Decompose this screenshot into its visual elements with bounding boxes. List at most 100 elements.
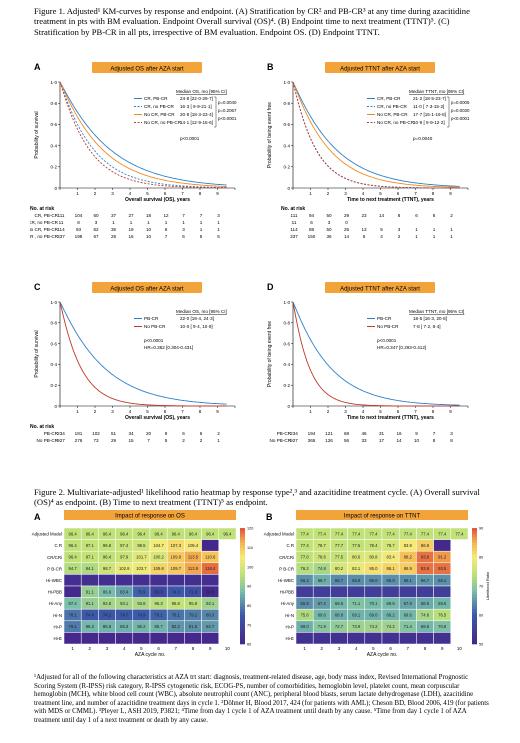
colorbar-segment <box>240 597 245 601</box>
heatmap-cell-value: 71.9 <box>189 589 198 594</box>
heatmap-cell-value: 69.6 <box>421 624 430 629</box>
heatmap-cell <box>450 539 469 552</box>
y-tick-label: 0·2 <box>283 165 290 170</box>
heatmap-row-label: CR/CRi <box>47 555 62 560</box>
risk-count: 6 <box>415 213 418 218</box>
heatmap-cell-value: 86.2 <box>137 624 146 629</box>
colorbar-segment <box>472 617 477 622</box>
risk-count: 25 <box>344 227 350 232</box>
legend-name: CR, PB-CR <box>377 96 401 101</box>
colorbar-segment <box>240 609 245 613</box>
heatmap-row-label: Hi-PBB <box>48 590 62 595</box>
heatmap-cell-value: 69.6 <box>318 613 327 618</box>
heatmap-cell-value: 77.4 <box>335 531 344 536</box>
heatmap-cell <box>218 632 237 645</box>
panel-title-box <box>92 282 202 293</box>
heatmap-cell-value: 96.4 <box>86 531 95 536</box>
km-panel-a: Adjusted OS after AZA start A 0 0·2 0·4 0·6 0·… <box>30 62 237 239</box>
hazard-ratio: HR=0.362 [0.304-0.431] <box>144 345 193 350</box>
heatmap-row-label: C R <box>286 543 294 548</box>
colorbar-segment <box>240 603 245 607</box>
heatmap-cell-value: 96.4 <box>103 531 112 536</box>
risk-count: 234 <box>57 431 65 436</box>
heatmap-cell <box>115 632 134 645</box>
risk-count: 35 <box>111 227 117 232</box>
heatmap-row-label: Hi-Any <box>281 601 295 606</box>
heatmap-cell-value: 69.0 <box>369 613 378 618</box>
heatmap-cell-value: 92.8 <box>103 601 112 606</box>
colorbar-segment <box>240 623 245 627</box>
risk-count: 29 <box>111 438 117 443</box>
risk-count: 6 <box>165 227 168 232</box>
heatmap-row-label: CR/CRi <box>279 555 294 560</box>
heatmap-col-label: 3 <box>338 646 341 651</box>
heatmap-cell <box>450 585 469 598</box>
heatmap-cell-value: 77.4 <box>421 531 430 536</box>
risk-count: 10 <box>146 227 152 232</box>
heatmap-cell-value: 68.8 <box>335 613 344 618</box>
heatmap-cell <box>398 632 417 645</box>
heatmap-cell-value: 98.7 <box>103 566 112 571</box>
y-tick-label: 0·8 <box>50 321 57 326</box>
risk-count: 37 <box>111 213 117 218</box>
x-tick-label: 2 <box>327 191 330 196</box>
risk-count: 6 <box>433 213 436 218</box>
km-curve <box>292 81 460 187</box>
heatmap-cell-value: 109.9 <box>171 555 182 560</box>
risk-count: 181 <box>75 431 83 436</box>
colorbar-segment <box>472 583 477 587</box>
legend-header: Median TTNT, mo [95% CI] <box>409 309 464 314</box>
risk-count: 10 <box>146 234 152 239</box>
heatmap-x-label: AZA cycle no. <box>135 652 166 658</box>
heatmap-cell-value: 85.3 <box>120 624 129 629</box>
risk-count: 150 <box>308 234 316 239</box>
x-axis-label: Time to next treatment (TTNT), years <box>347 415 434 421</box>
legend-ci: 21·2 [18·5-23·7] <box>413 96 446 101</box>
risk-count: 337 <box>290 234 298 239</box>
heatmap-cell-value: 94.7 <box>69 566 78 571</box>
heatmap-cell-value: 96.4 <box>120 531 129 536</box>
heatmap-title-box <box>296 510 468 520</box>
risk-count: 2 <box>200 438 203 443</box>
risk-count: 3 <box>398 227 401 232</box>
colorbar-segment <box>472 638 477 642</box>
panel-title: Adjusted OS after AZA start <box>110 67 184 73</box>
colorbar-segment <box>472 620 477 624</box>
y-tick-label: 0·6 <box>50 341 57 346</box>
heatmap-cell-value: 96.4 <box>172 531 181 536</box>
colorbar-segment <box>472 594 477 598</box>
risk-count: 28 <box>111 234 117 239</box>
x-tick-label: 1 <box>309 409 312 414</box>
risk-count: 31 <box>379 431 385 436</box>
heatmap-cell <box>218 562 237 575</box>
x-tick-label: 6 <box>397 191 400 196</box>
y-axis-label: Probability of survival <box>34 330 40 377</box>
heatmap-cell-value: 85.7 <box>155 624 164 629</box>
colorbar-segment <box>472 551 477 555</box>
heatmap-cell-value: 74.8 <box>318 566 327 571</box>
heatmap-col-label: 1 <box>71 646 74 651</box>
heatmap-cell <box>450 574 469 587</box>
panel-title-box <box>325 282 435 293</box>
risk-count: 12 <box>163 213 169 218</box>
legend-name: No CR, PB-CR <box>144 112 175 117</box>
x-tick-label: 3 <box>344 191 347 196</box>
legend-ci: 16·3 [ 9·9-21·1] <box>180 104 212 109</box>
legend-ci: 14·1 [12·9-15·6] <box>180 120 213 125</box>
heatmap-cell-value: 69.8 <box>387 601 396 606</box>
heatmap-cell-value: 107.3 <box>171 543 182 548</box>
heatmap-cell-value: 78.1 <box>69 613 78 618</box>
risk-count: 1 <box>217 438 220 443</box>
y-tick-label: 1·0 <box>283 80 290 85</box>
colorbar-segment <box>472 591 477 595</box>
heatmap-col-label: 4 <box>123 646 126 651</box>
x-tick-label: 2 <box>94 409 97 414</box>
heatmap-cell <box>364 632 383 645</box>
heatmap-cell-value: 68.7 <box>318 578 327 583</box>
heatmap-title: Impact of response on TTNT <box>344 514 421 520</box>
heatmap-cell <box>184 574 202 587</box>
risk-count: 1 <box>217 227 220 232</box>
panel-title-box <box>325 62 435 73</box>
risk-count: 67 <box>93 234 99 239</box>
colorbar-segment <box>472 635 477 639</box>
